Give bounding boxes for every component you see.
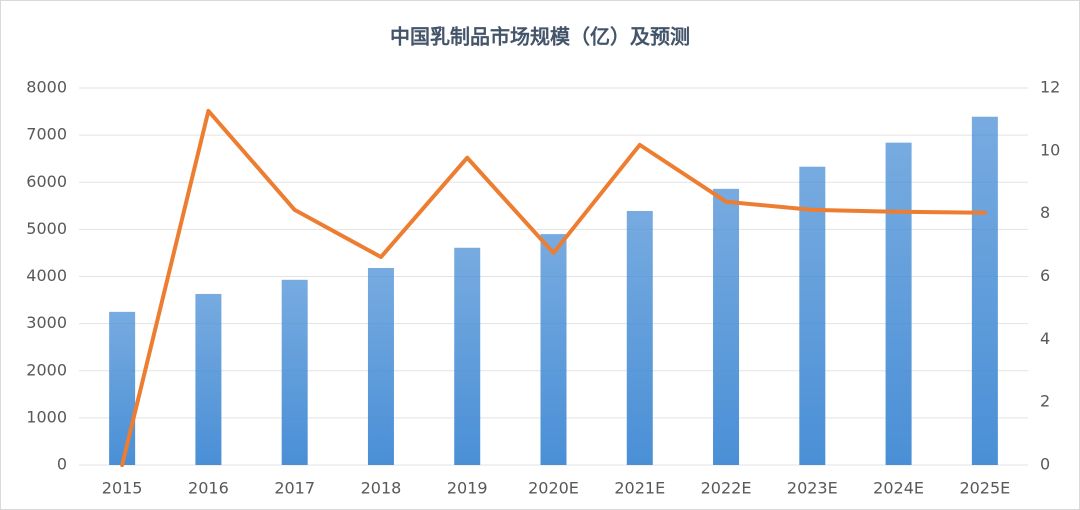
x-tick-label: 2016 [188, 479, 229, 498]
y-tick-label: 8000 [26, 78, 67, 97]
x-tick-label: 2018 [361, 479, 402, 498]
y-tick-label: 0 [57, 455, 67, 474]
y2-tick-label: 6 [1040, 266, 1050, 285]
bar [885, 142, 912, 466]
x-tick-label: 2022E [701, 479, 752, 498]
bar [540, 234, 567, 465]
y2-tick-label: 10 [1040, 140, 1060, 159]
y2-tick-label: 12 [1040, 78, 1060, 97]
y2-tick-label: 2 [1040, 392, 1050, 411]
y2-tick-label: 4 [1040, 329, 1050, 348]
y-tick-label: 7000 [26, 125, 67, 144]
y-tick-label: 5000 [26, 219, 67, 238]
bar [109, 311, 136, 465]
bar [367, 268, 394, 465]
bar [454, 247, 481, 465]
x-tick-label: 2020E [528, 479, 579, 498]
y-tick-label: 4000 [26, 266, 67, 285]
bar [281, 279, 308, 465]
y-tick-label: 2000 [26, 360, 67, 379]
bar [626, 210, 653, 465]
x-tick-label: 2015 [102, 479, 143, 498]
line [120, 108, 987, 467]
x-tick-label: 2025E [959, 479, 1010, 498]
y2-tick-label: 8 [1040, 203, 1050, 222]
y-tick-label: 1000 [26, 407, 67, 426]
bar [713, 188, 740, 465]
x-tick-label: 2019 [447, 479, 488, 498]
y-tick-label: 6000 [26, 172, 67, 191]
x-tick-label: 2023E [787, 479, 838, 498]
y-tick-label: 3000 [26, 313, 67, 332]
y2-tick-label: 0 [1040, 455, 1050, 474]
x-tick-label: 2024E [873, 479, 924, 498]
bar [195, 293, 222, 465]
bar [799, 166, 826, 466]
x-tick-label: 2017 [274, 479, 315, 498]
x-tick-label: 2021E [614, 479, 665, 498]
chart-title: 中国乳制品市场规模（亿）及预测 [390, 25, 690, 49]
bar [971, 116, 998, 465]
